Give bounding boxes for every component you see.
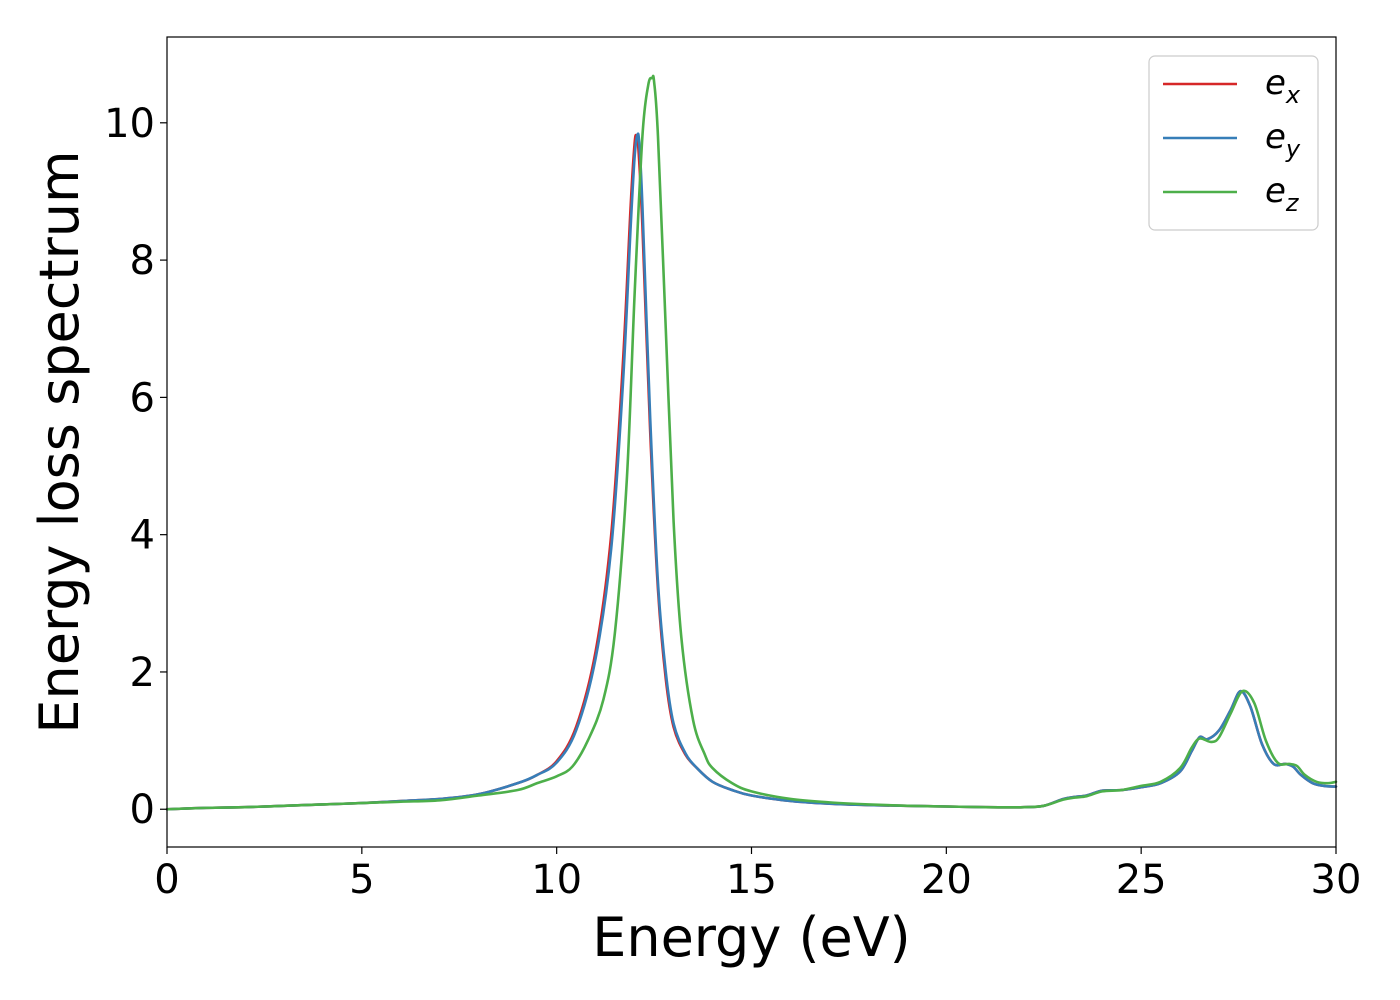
x-tick-label: 20 (921, 857, 972, 903)
y-axis-label: Energy loss spectrum (28, 150, 91, 733)
x-tick-label: 15 (726, 857, 777, 903)
legend-entry-subscript: z (1285, 189, 1300, 217)
series-line-ez (165, 74, 1338, 811)
x-tick-label: 5 (349, 857, 374, 903)
x-tick-label: 10 (531, 857, 582, 903)
legend-entry-name: e (1265, 63, 1286, 103)
y-axis-ticks: 0 2 4 6 8 10 (104, 101, 167, 833)
series-line-ey (165, 132, 1338, 811)
y-tick-label: 10 (104, 101, 155, 147)
y-tick-label: 6 (130, 375, 155, 421)
y-tick-label: 2 (130, 650, 155, 696)
y-tick-label: 4 (130, 513, 155, 559)
x-tick-label: 25 (1116, 857, 1167, 903)
legend-entry-label: ey (1265, 117, 1301, 163)
x-axis-label: Energy (eV) (592, 906, 911, 969)
legend-entry-subscript: y (1285, 135, 1301, 163)
legend-entry-name: e (1265, 171, 1286, 211)
x-tick-label: 30 (1311, 857, 1362, 903)
legend-entry-label: ez (1265, 171, 1300, 217)
legend-entry-subscript: x (1285, 81, 1301, 109)
x-axis-ticks: 0 5 10 15 20 25 30 (154, 847, 1361, 903)
legend-entry-label: ex (1265, 63, 1301, 109)
plot-lines (165, 74, 1338, 811)
y-tick-label: 8 (130, 238, 155, 284)
legend-entry-name: e (1265, 117, 1286, 157)
legend-box (1148, 55, 1319, 231)
x-tick-label: 0 (154, 857, 179, 903)
series-line-ex (165, 133, 1338, 811)
y-tick-label: 0 (130, 787, 155, 833)
